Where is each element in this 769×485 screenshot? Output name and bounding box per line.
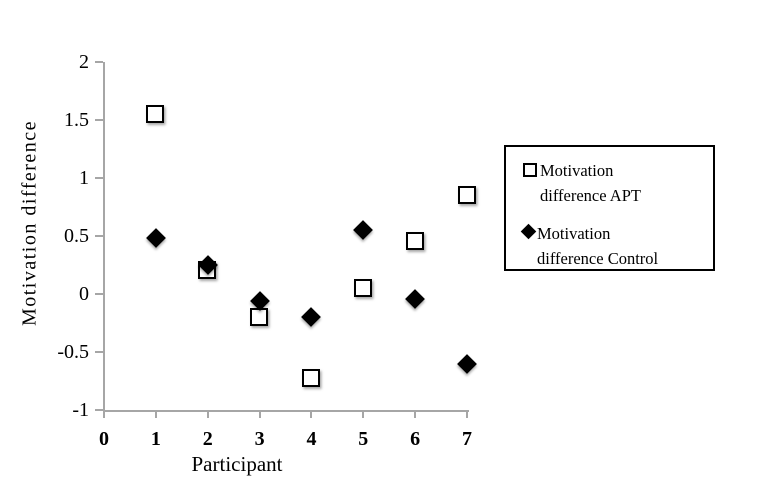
x-axis-tick — [258, 412, 261, 418]
x-axis-tick-label: 6 — [410, 428, 421, 450]
x-axis-line — [103, 410, 469, 412]
legend-item-label: Motivation difference Control — [537, 224, 659, 268]
x-axis-tick-label: 3 — [254, 428, 265, 450]
y-axis-tick-label: 1.5 — [64, 109, 89, 131]
y-axis-tick-label: 1 — [79, 167, 89, 189]
control-data-point-marker — [145, 228, 166, 249]
x-axis-tick — [362, 412, 365, 418]
control-data-point-marker — [301, 307, 322, 328]
x-axis-tick — [466, 412, 469, 418]
apt-data-point-marker — [353, 278, 372, 297]
legend-item: Motivation difference APT — [523, 158, 707, 208]
x-axis-title: Participant — [191, 452, 283, 476]
y-axis-tick-label: 2 — [79, 51, 89, 73]
x-axis-tick — [154, 412, 157, 418]
apt-data-point-marker — [457, 185, 476, 204]
y-axis-tick — [95, 119, 103, 121]
x-axis-tick-label: 2 — [202, 428, 213, 450]
x-axis-tick-label: 4 — [306, 428, 317, 450]
y-axis-tick — [95, 351, 103, 353]
x-axis-tick — [414, 412, 417, 418]
y-axis-tick-label: -1 — [72, 399, 89, 421]
y-axis-tick — [95, 235, 103, 237]
legend: Motivation difference APT Motivation differ… — [504, 145, 715, 271]
y-axis-tick — [95, 61, 103, 63]
y-axis-tick-label: 0 — [79, 283, 89, 305]
x-axis-tick — [206, 412, 209, 418]
y-axis-line — [103, 62, 105, 412]
apt-data-point-marker — [146, 104, 165, 123]
x-axis-tick-label: 0 — [99, 428, 109, 450]
legend-item-label: Motivation difference APT — [540, 161, 641, 205]
control-data-point-marker — [405, 288, 426, 309]
open-square-icon — [523, 163, 537, 177]
y-axis-tick — [95, 409, 103, 411]
y-axis-tick — [95, 177, 103, 179]
apt-data-point-marker — [301, 369, 320, 388]
x-axis-tick — [103, 412, 105, 418]
y-axis-tick-label: -0.5 — [57, 341, 89, 363]
x-axis-tick-label: 7 — [462, 428, 473, 450]
control-data-point-marker — [457, 353, 477, 374]
x-axis-tick-label: 1 — [150, 428, 161, 450]
y-axis-tick — [95, 293, 103, 295]
x-axis-tick-label: 5 — [358, 428, 369, 450]
apt-data-point-marker — [405, 232, 424, 251]
legend-item: Motivation difference Control — [520, 221, 707, 271]
filled-diamond-icon — [520, 223, 537, 240]
control-data-point-marker — [353, 220, 374, 241]
x-axis-tick — [310, 412, 313, 418]
y-axis-tick-label: 0.5 — [64, 225, 89, 247]
